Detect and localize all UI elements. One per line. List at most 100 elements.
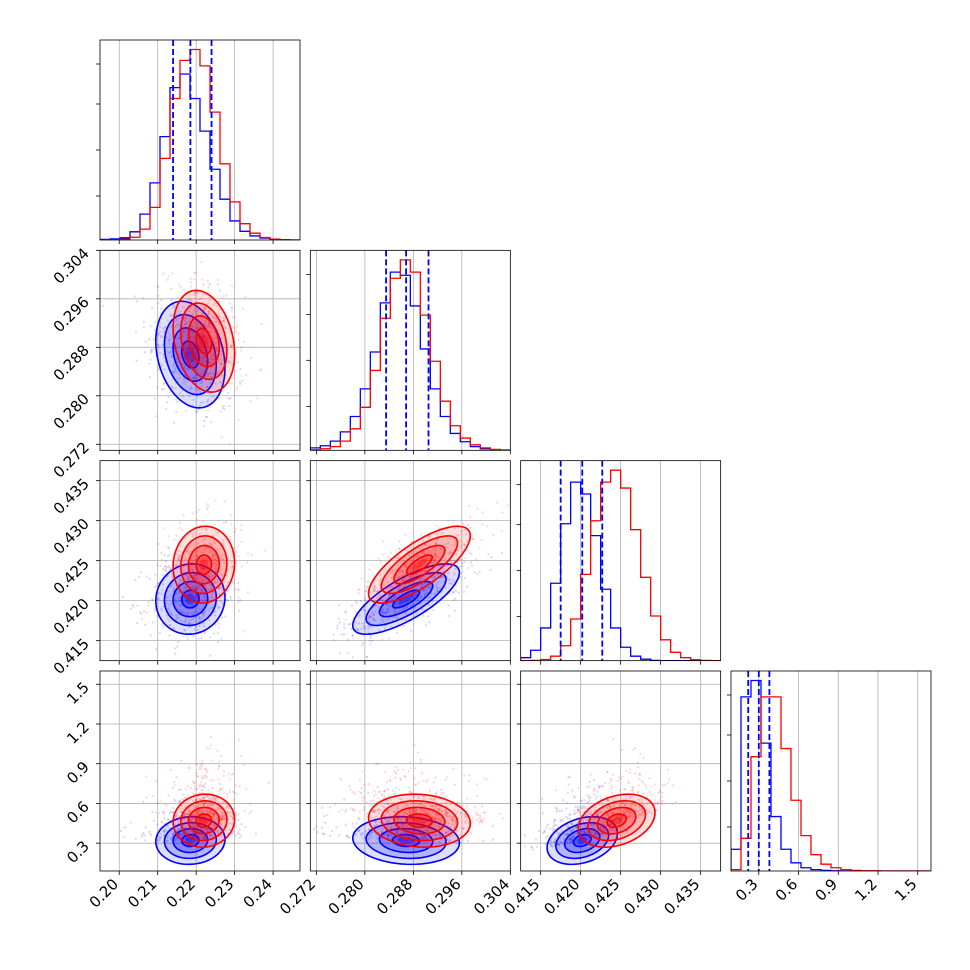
scatter-point xyxy=(218,289,222,292)
scatter-point xyxy=(151,598,154,601)
scatter-point xyxy=(444,543,447,546)
scatter-point xyxy=(198,570,202,573)
scatter-point xyxy=(211,591,215,594)
scatter-point xyxy=(208,361,211,364)
scatter-point xyxy=(463,543,466,546)
scatter-point xyxy=(624,810,627,814)
scatter-point xyxy=(238,828,241,831)
scatter-point xyxy=(182,621,185,624)
scatter-point xyxy=(639,752,642,755)
scatter-point xyxy=(408,570,412,573)
scatter-point xyxy=(367,631,370,634)
scatter-point xyxy=(177,558,181,561)
scatter-point xyxy=(160,820,163,823)
scatter-point xyxy=(163,811,166,814)
scatter-point xyxy=(587,813,591,816)
scatter-point xyxy=(217,801,220,804)
scatter-point xyxy=(186,405,190,408)
scatter-point xyxy=(625,808,628,811)
scatter-point xyxy=(195,554,198,557)
scatter-point xyxy=(169,335,172,338)
scatter-point xyxy=(213,797,217,800)
scatter-point xyxy=(188,299,191,302)
scatter-point xyxy=(188,582,191,586)
x-tick-label: 0.21 xyxy=(124,875,160,911)
scatter-point xyxy=(191,356,194,359)
scatter-point xyxy=(584,813,588,817)
scatter-point xyxy=(209,587,213,590)
scatter-point xyxy=(451,834,454,837)
scatter-point xyxy=(594,822,597,825)
scatter-point xyxy=(189,285,193,288)
scatter-point xyxy=(203,818,206,821)
scatter-point xyxy=(218,370,221,373)
scatter-point xyxy=(220,637,223,640)
scatter-point xyxy=(167,794,170,797)
scatter-point xyxy=(220,435,223,439)
scatter-point xyxy=(175,818,179,822)
scatter-point xyxy=(424,543,427,547)
scatter-point xyxy=(193,610,196,614)
scatter-point xyxy=(200,401,203,404)
panel-frame xyxy=(99,39,301,241)
scatter-point xyxy=(404,533,407,536)
scatter-point xyxy=(422,811,426,815)
scatter-point xyxy=(448,815,452,818)
scatter-point xyxy=(402,607,405,610)
scatter-point xyxy=(573,796,576,799)
scatter-point xyxy=(586,801,589,804)
scatter-point xyxy=(121,596,124,599)
scatter-point xyxy=(588,800,592,803)
scatter-point xyxy=(398,588,401,592)
scatter-point xyxy=(409,766,412,770)
scatter-point xyxy=(378,809,382,812)
contour-line xyxy=(180,340,200,369)
scatter-point xyxy=(456,564,459,567)
scatter-point xyxy=(212,341,215,344)
scatter-point xyxy=(425,829,428,832)
scatter-point xyxy=(175,814,178,817)
scatter-point xyxy=(590,830,593,833)
scatter-point xyxy=(204,767,207,770)
scatter-point xyxy=(426,550,430,553)
scatter-point xyxy=(419,577,423,581)
scatter-point xyxy=(419,595,422,599)
scatter-point xyxy=(199,784,202,787)
scatter-point xyxy=(433,560,436,563)
scatter-point xyxy=(215,547,218,550)
scatter-point xyxy=(422,795,425,798)
scatter-point xyxy=(445,802,448,805)
scatter-point xyxy=(430,550,433,553)
scatter-point xyxy=(222,817,226,820)
scatter-point xyxy=(315,825,318,828)
scatter-point xyxy=(445,795,448,798)
scatter-point xyxy=(569,841,572,844)
scatter-point xyxy=(385,597,388,600)
scatter-point xyxy=(239,367,242,370)
scatter-point xyxy=(221,362,224,365)
scatter-point xyxy=(189,336,192,339)
scatter-point xyxy=(221,319,225,322)
scatter-point xyxy=(198,784,201,787)
scatter-point xyxy=(397,838,400,841)
scatter-point xyxy=(427,586,430,589)
scatter-point xyxy=(189,335,192,339)
scatter-point xyxy=(377,797,380,800)
scatter-point xyxy=(143,350,146,354)
scatter-point xyxy=(417,597,420,600)
scatter-point xyxy=(382,599,385,602)
scatter-point xyxy=(235,550,238,553)
scatter-point xyxy=(624,804,627,807)
scatter-point xyxy=(585,821,588,825)
scatter-point xyxy=(198,579,201,582)
scatter-point xyxy=(435,541,438,544)
scatter-point xyxy=(222,521,226,524)
scatter-point xyxy=(198,768,201,771)
scatter-point xyxy=(585,818,588,822)
scatter-point xyxy=(583,830,586,834)
scatter-point xyxy=(433,800,436,803)
scatter-point xyxy=(189,595,192,598)
scatter-point xyxy=(622,810,625,813)
scatter-point xyxy=(367,791,370,795)
scatter-point xyxy=(372,613,375,616)
